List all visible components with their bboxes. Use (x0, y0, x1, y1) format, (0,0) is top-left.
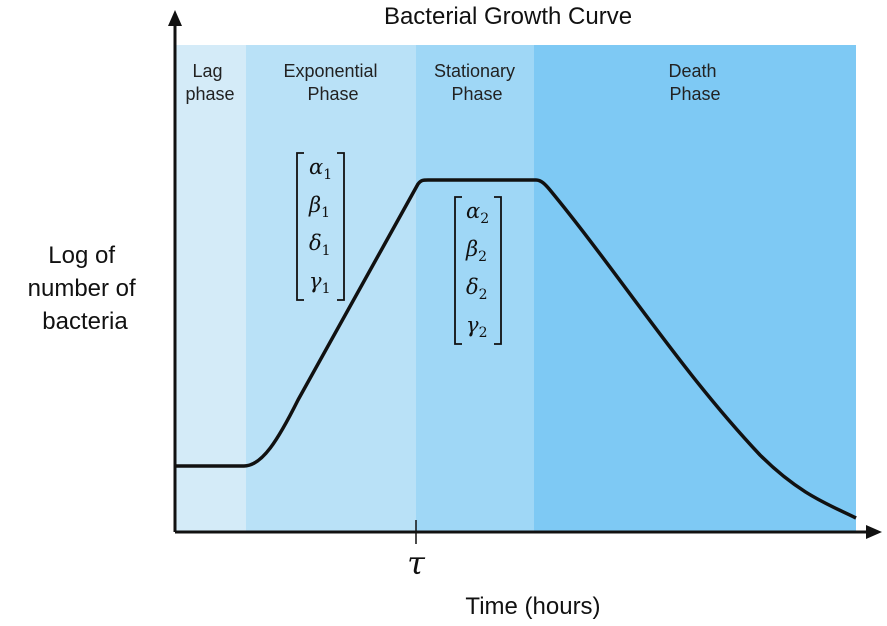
exponential-phase-band (246, 45, 416, 532)
tau-label: τ (407, 544, 426, 582)
left-bracket (296, 152, 304, 301)
exponential-phase-label: Exponential Phase (283, 61, 382, 104)
y-axis-label: Log of number of bacteria (28, 242, 143, 335)
stationary-phase-band (416, 45, 534, 532)
death-phase-label: Death Phase (668, 61, 721, 104)
x-axis-arrowhead (866, 525, 882, 539)
stationary-phase-label: Stationary Phase (434, 61, 520, 104)
beta-2-symbol: β2 (465, 237, 487, 265)
phase-1-parameter-vector: α1 β1 δ1 γ1 (296, 152, 345, 301)
death-phase-band (534, 45, 856, 532)
gamma-1-symbol: γ1 (309, 269, 330, 297)
alpha-2-symbol: α2 (466, 199, 489, 227)
chart-title: Bacterial Growth Curve (384, 3, 632, 30)
right-bracket (494, 196, 502, 345)
phase-2-parameter-vector: α2 β2 δ2 γ2 (454, 196, 502, 345)
beta-1-symbol: β1 (308, 193, 330, 221)
left-bracket (454, 196, 462, 345)
delta-1-symbol: δ1 (309, 231, 331, 259)
right-bracket (337, 152, 345, 301)
lag-phase-label: Lag phase (185, 61, 234, 104)
lag-phase-band (175, 45, 246, 532)
delta-2-symbol: δ2 (466, 275, 488, 303)
growth-curve-line (175, 178, 857, 520)
gamma-2-symbol: γ2 (466, 313, 487, 341)
x-axis-label: Time (hours) (465, 593, 600, 620)
y-axis-arrowhead (168, 10, 182, 26)
alpha-1-symbol: α1 (309, 155, 332, 183)
